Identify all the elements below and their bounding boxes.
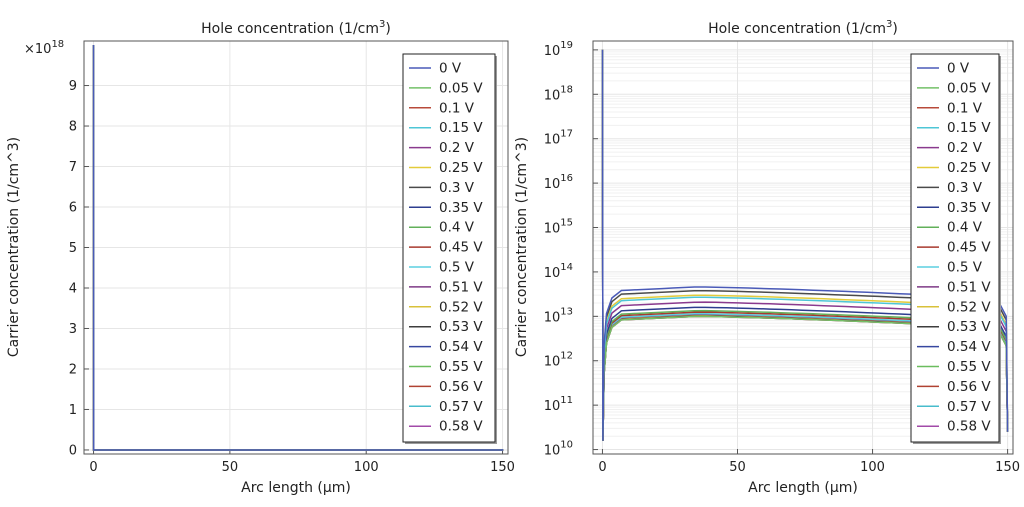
right-y-tick-label: 1017: [544, 129, 573, 148]
left-y-axis-label: Carrier concentration (1/cm^3): [6, 137, 22, 357]
right-plot-title: Hole concentration (1/cm3): [708, 19, 898, 37]
legend-label: 0.3 V: [947, 180, 983, 196]
left-plot-frame: [83, 40, 509, 455]
legend-label: 0.58 V: [947, 419, 991, 435]
right-ticks: 0 50 100 150 1010 1011 1012 1013 1014 1015 1016 101…: [544, 40, 1020, 475]
left-y-exponent-label: ×1018: [24, 39, 64, 57]
left-y-tick-label: 6: [69, 201, 77, 216]
legend-label: 0.54 V: [947, 339, 991, 355]
legend-label: 0.57 V: [439, 399, 483, 415]
left-y-tick-label: 9: [69, 79, 77, 94]
legend-label: 0 V: [947, 61, 970, 77]
left-x-tick-label: 150: [490, 460, 515, 475]
legend-label: 0.25 V: [947, 160, 991, 176]
left-plot: Hole concentration (1/cm3) ×1018 Carrier…: [6, 19, 515, 496]
legend-label: 0.25 V: [439, 160, 483, 176]
left-plot-title: Hole concentration (1/cm3): [201, 19, 391, 37]
right-plot-frame: [592, 40, 1014, 455]
left-y-tick-label: 3: [69, 322, 77, 337]
left-x-tick-label: 100: [354, 460, 379, 475]
legend-label: 0.56 V: [439, 379, 483, 395]
legend-label: 0.56 V: [947, 379, 991, 395]
legend-label: 0.05 V: [947, 80, 991, 96]
left-x-tick-label: 0: [89, 460, 97, 475]
right-y-tick-label: 1013: [544, 306, 573, 325]
left-y-tick-label: 5: [69, 241, 77, 256]
left-series-line: [92, 45, 504, 451]
right-x-tick-label: 150: [995, 460, 1020, 475]
right-y-tick-label: 1019: [544, 40, 573, 59]
legend-label: 0.1 V: [439, 100, 475, 116]
legend-label: 0.05 V: [439, 80, 483, 96]
legend-label: 0.52 V: [947, 299, 991, 315]
legend-label: 0.1 V: [947, 100, 983, 116]
right-legend: 0 V 0.05 V 0.1 V 0.15 V 0.2 V 0.25 V 0.3 V 0.35…: [910, 53, 1001, 444]
legend-label: 0.55 V: [947, 359, 991, 375]
legend-label: 0.2 V: [947, 140, 983, 156]
right-plot: Hole concentration (1/cm3) Carrier conce…: [514, 19, 1020, 496]
left-y-tick-label: 7: [69, 160, 77, 175]
legend-label: 0.45 V: [439, 240, 483, 256]
left-x-axis-label: Arc length (µm): [241, 480, 351, 496]
legend-label: 0.35 V: [947, 200, 991, 216]
left-legend: 0 V 0.05 V 0.1 V 0.15 V 0.2 V 0.25 V 0.3 V 0.35…: [402, 53, 497, 444]
right-y-tick-label: 1014: [544, 262, 573, 281]
legend-label: 0.15 V: [947, 120, 991, 136]
left-series-lines: [92, 45, 504, 451]
legend-label: 0.54 V: [439, 339, 483, 355]
legend-label: 0.51 V: [439, 279, 483, 295]
legend-label: 0.53 V: [439, 319, 483, 335]
legend-label: 0.5 V: [439, 260, 475, 276]
right-x-axis-label: Arc length (µm): [748, 480, 858, 496]
legend-label: 0 V: [439, 61, 462, 77]
legend-label: 0.53 V: [947, 319, 991, 335]
right-x-tick-label: 50: [729, 460, 746, 475]
legend-box: [402, 53, 496, 443]
legend-label: 0.35 V: [439, 200, 483, 216]
legend-box: [910, 53, 1000, 443]
legend-label: 0.15 V: [439, 120, 483, 136]
legend-label: 0.5 V: [947, 260, 983, 276]
legend-label: 0.57 V: [947, 399, 991, 415]
left-y-tick-label: 0: [69, 443, 77, 458]
left-x-tick-label: 50: [222, 460, 239, 475]
right-y-tick-label: 1018: [544, 84, 573, 103]
right-y-tick-label: 1012: [544, 351, 573, 370]
left-y-tick-label: 1: [69, 403, 77, 418]
legend-label: 0.52 V: [439, 299, 483, 315]
legend-label: 0.4 V: [947, 220, 983, 236]
right-y-axis-label: Carrier concentration (1/cm^3): [514, 137, 530, 357]
legend-label: 0.45 V: [947, 240, 991, 256]
right-y-tick-label: 1016: [544, 173, 573, 192]
legend-label: 0.4 V: [439, 220, 475, 236]
right-y-tick-label: 1015: [544, 218, 573, 237]
legend-label: 0.2 V: [439, 140, 475, 156]
legend-label: 0.58 V: [439, 419, 483, 435]
left-y-tick-label: 8: [69, 120, 77, 135]
legend-label: 0.51 V: [947, 279, 991, 295]
legend-label: 0.3 V: [439, 180, 475, 196]
right-x-tick-label: 0: [598, 460, 606, 475]
right-x-tick-label: 100: [860, 460, 885, 475]
right-y-tick-label: 1011: [544, 395, 573, 414]
left-y-tick-label: 2: [69, 362, 77, 377]
legend-label: 0.55 V: [439, 359, 483, 375]
right-y-tick-label: 1010: [544, 440, 573, 459]
left-ticks: 0 50 100 150 0 1 2 3 4 5 6 7 8 9: [69, 79, 515, 475]
left-y-tick-label: 4: [69, 281, 77, 296]
